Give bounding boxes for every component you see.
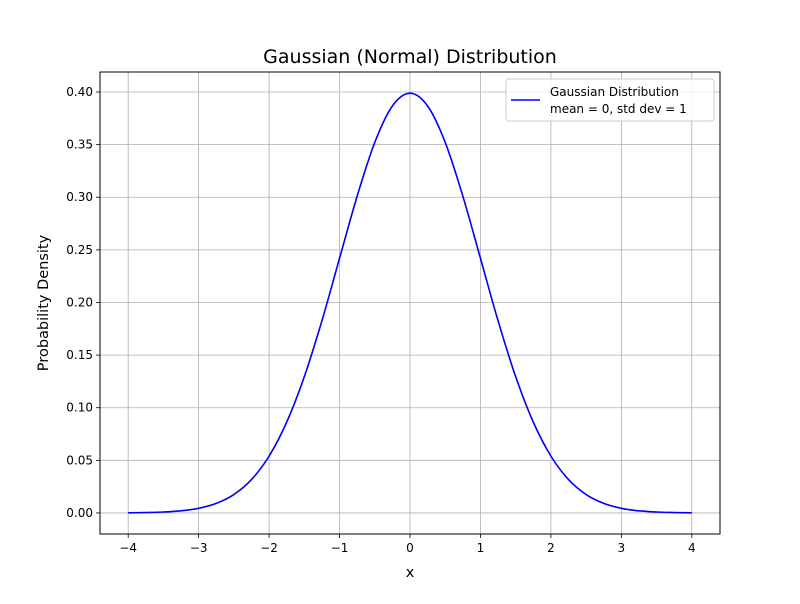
y-tick-label: 0.00 [66, 506, 93, 520]
x-tick-label: 2 [547, 541, 555, 555]
chart-title: Gaussian (Normal) Distribution [263, 46, 557, 68]
series-layer [128, 92, 692, 514]
series-line-gaussian [128, 92, 692, 514]
x-tick-label: −2 [260, 541, 278, 555]
x-tick-label: −3 [190, 541, 208, 555]
x-tick-label: −1 [331, 541, 349, 555]
y-tick-label: 0.20 [66, 295, 93, 309]
x-axis-title: x [406, 565, 415, 581]
y-tick-label: 0.30 [66, 190, 93, 204]
y-tick-label: 0.05 [66, 453, 93, 467]
y-tick-label: 0.35 [66, 138, 93, 152]
y-tick-label: 0.40 [66, 85, 93, 99]
x-tick-label: 3 [618, 541, 626, 555]
x-tick-label: 0 [406, 541, 414, 555]
y-tick-label: 0.25 [66, 243, 93, 257]
legend-label-line-2: mean = 0, std dev = 1 [550, 102, 687, 116]
y-tick-label: 0.10 [66, 401, 93, 415]
x-axis-ticks: −4 −3 −2 −1 0 1 2 3 4 [119, 534, 696, 555]
legend-box [505, 78, 715, 122]
x-tick-label: −4 [119, 541, 137, 555]
x-tick-label: 1 [477, 541, 485, 555]
y-axis-ticks: 0.00 0.05 0.10 0.15 0.20 0.25 0.30 0.35 0.40 [66, 85, 100, 520]
y-axis-title: Probability Density [36, 234, 52, 371]
y-tick-label: 0.15 [66, 348, 93, 362]
legend: Gaussian Distribution mean = 0, std dev … [505, 78, 715, 122]
legend-label-line-1: Gaussian Distribution [550, 85, 679, 99]
grid [100, 72, 720, 534]
x-tick-label: 4 [688, 541, 696, 555]
